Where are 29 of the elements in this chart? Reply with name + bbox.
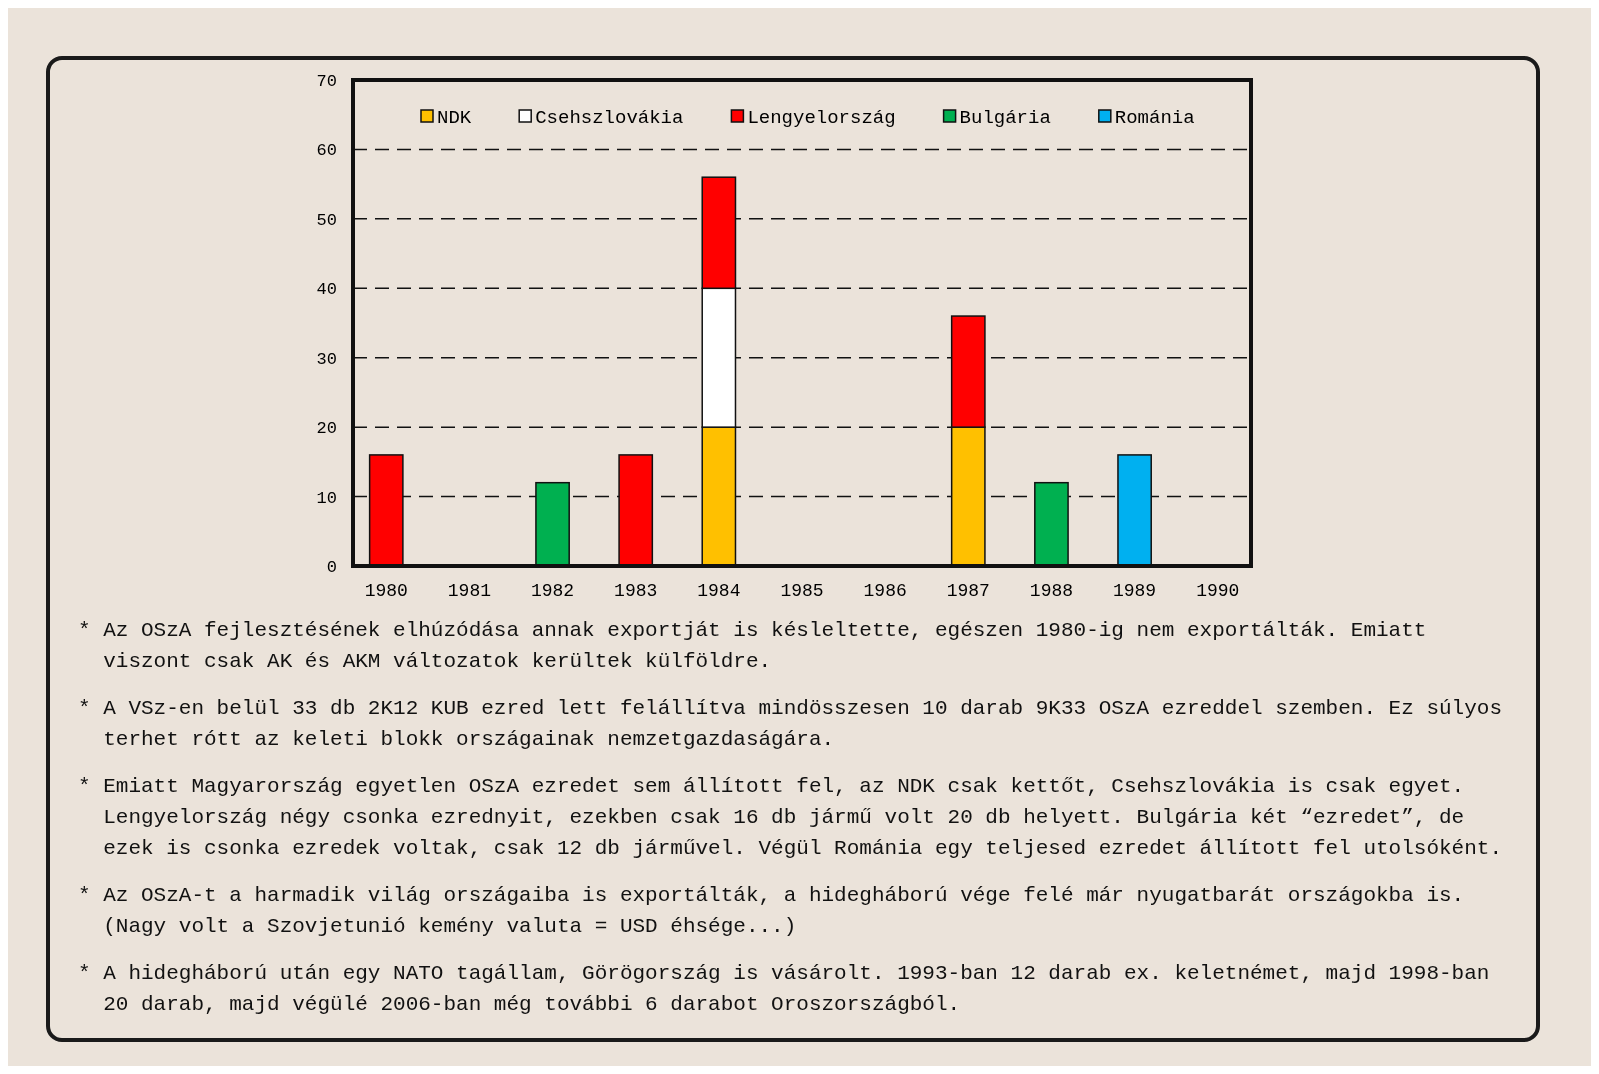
- legend-label: NDK: [437, 106, 472, 129]
- y-tick-label: 20: [316, 419, 337, 439]
- x-tick-label: 1989: [1112, 581, 1157, 601]
- y-tick-label: 50: [316, 210, 337, 230]
- x-tick-label: 1985: [780, 581, 824, 601]
- legend-label: Lengyelország: [747, 106, 896, 129]
- x-tick-label: 1981: [447, 581, 492, 601]
- text: * Az OSzA fejlesztésének elhúzódása annak exportját is késleltette, egészen 1980-ig nem exportálták. Emiatt viszont csak AK és AKM változatok kerültek külföldre.: [78, 619, 1427, 673]
- x-tick-label: 1987: [946, 581, 990, 601]
- y-tick-label: 40: [316, 280, 337, 300]
- y-tick-label: 60: [316, 141, 337, 161]
- text: * A VSz-en belül 33 db 2K12 KUB ezred lett felállítva mindösszesen 10 darab 9K33 OSzA ezreddel szemben. Ez súlyos terhet rótt az keleti blokk országainak nemzetgazdaságára.: [78, 697, 1503, 751]
- text: * Az OSzA-t a harmadik világ országaiba is exportálták, a hidegháború vége felé már nyugatbarát országokba is. (Nagy volt a Szovjetunió kemény valuta = USD éhsége...): [78, 884, 1465, 938]
- text: * Emiatt Magyarország egyetlen OSzA ezredet sem állított fel, az NDK csak kettőt, Csehszlovákia is csak egyet. Lengyelország négy csonka ezrednyit, ezekben csak 16 db jármű volt 20 db helyett. Bulgária két “ezredet”, de ezek is csonka ezredek voltak, csak 12 db járművel. Végül Románia egy teljesed ezredet állított fel utolsóként.: [78, 775, 1503, 860]
- y-tick-label: 0: [326, 557, 337, 577]
- x-tick-label: 1990: [1196, 581, 1240, 601]
- legend-label: Bulgária: [959, 106, 1051, 129]
- text: * A hidegháború után egy NATO tagállam, Görögország is vásárolt. 1993-ban 12 darab ex. keletnémet, majd 1998-ban 20 darab, majd végülé 2006-ban még további 6 darabot Oroszországból.: [78, 962, 1490, 1016]
- x-tick-label: 1983: [614, 581, 658, 601]
- y-tick-label: 70: [316, 71, 337, 91]
- x-tick-label: 1986: [863, 581, 907, 601]
- legend-label: Románia: [1114, 106, 1195, 129]
- legend-label: Csehszlovákia: [535, 106, 684, 129]
- x-tick-label: 1984: [697, 581, 741, 601]
- x-tick-label: 1988: [1029, 581, 1074, 601]
- y-tick-label: 10: [316, 488, 337, 508]
- x-tick-label: 1980: [364, 581, 408, 601]
- x-tick-label: 1982: [530, 581, 575, 601]
- y-tick-label: 30: [316, 349, 337, 369]
